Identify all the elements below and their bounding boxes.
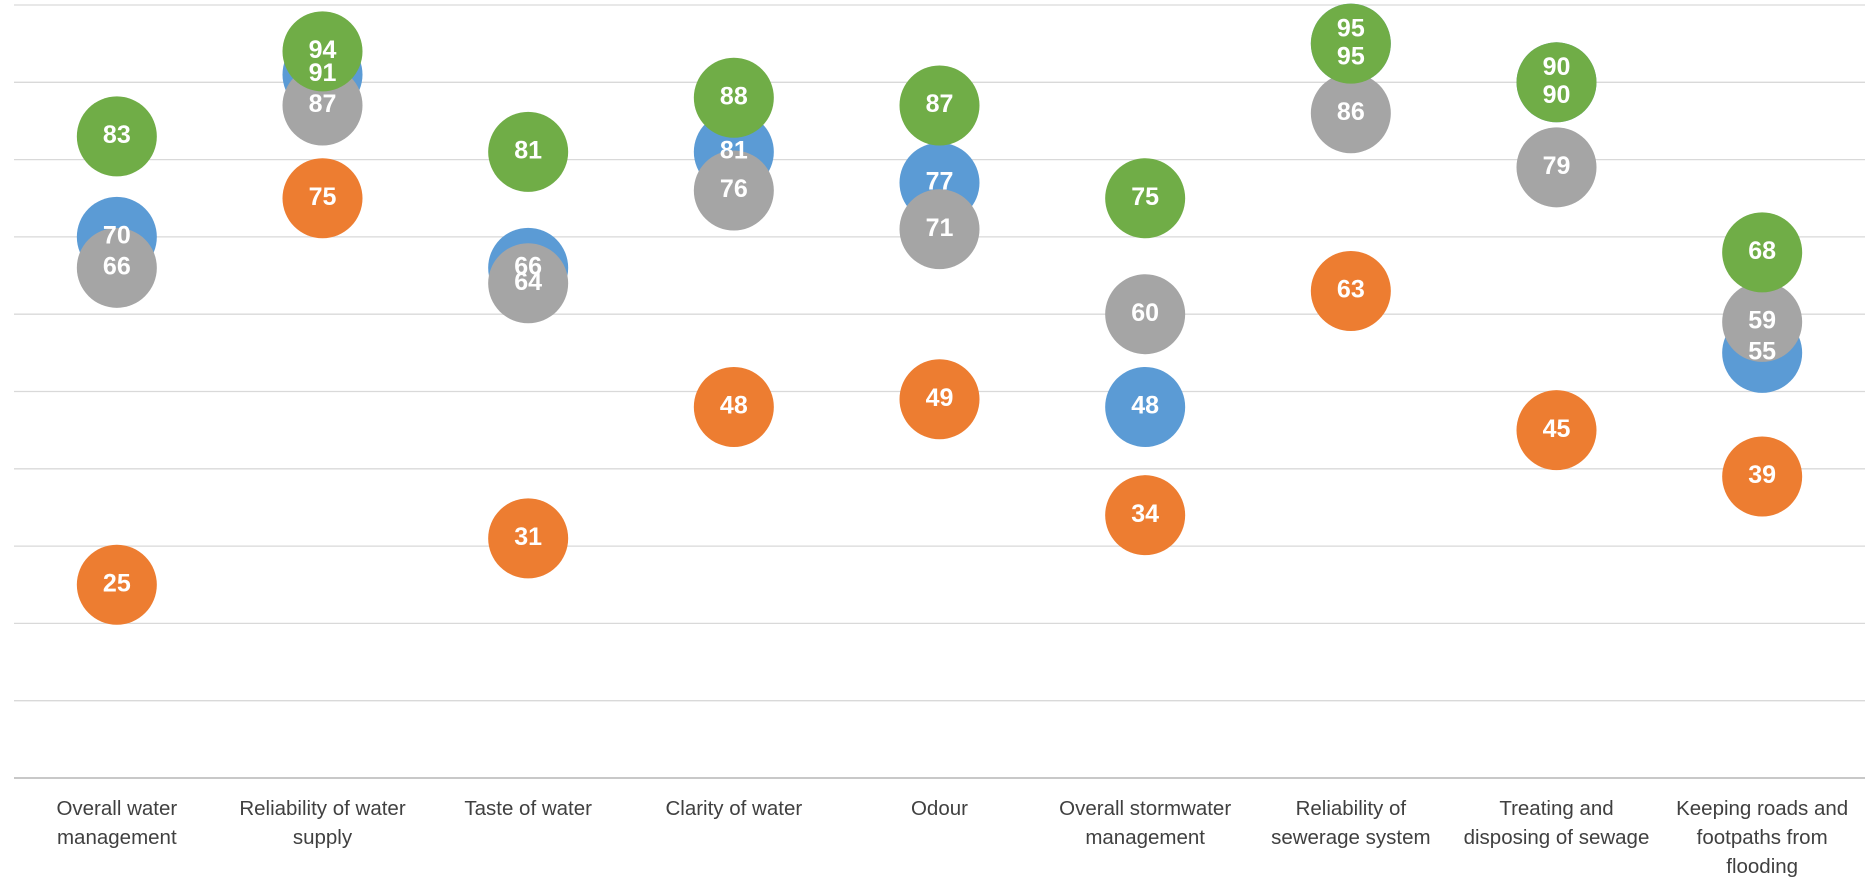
data-label: 75	[309, 183, 337, 211]
dot	[693, 57, 774, 138]
data-label: 95	[1337, 14, 1365, 42]
data-label: 79	[1543, 152, 1571, 180]
x-tick-label: Clarity of water	[665, 797, 803, 820]
data-label: 31	[514, 523, 542, 551]
dot	[1310, 73, 1391, 154]
x-tick-label: Reliability of sewerage system	[1271, 797, 1431, 849]
dot	[488, 498, 569, 579]
data-label: 49	[926, 384, 954, 412]
dot	[899, 189, 980, 270]
x-tick-label: Overall water management	[56, 797, 178, 849]
data-label: 66	[514, 252, 542, 280]
data-label: 55	[1748, 337, 1776, 365]
data-label: 90	[1543, 81, 1571, 109]
data-label: 48	[1131, 392, 1159, 420]
data-label: 48	[720, 392, 748, 420]
data-label: 59	[1748, 307, 1776, 335]
dot	[488, 243, 569, 324]
dot	[1722, 212, 1803, 293]
data-label: 60	[1131, 299, 1159, 327]
dot	[1722, 281, 1803, 362]
data-label: 91	[309, 59, 337, 87]
dot	[899, 359, 980, 440]
dot	[76, 544, 157, 625]
x-tick-label: Reliability of water supply	[239, 797, 406, 849]
dot	[1310, 251, 1391, 332]
dot	[1105, 475, 1186, 556]
data-label: 66	[103, 252, 131, 280]
dot	[1516, 42, 1597, 123]
data-label: 90	[1543, 53, 1571, 81]
dot	[1105, 158, 1186, 239]
x-tick-label: Treating and disposing of sewage	[1463, 797, 1650, 849]
data-label: 86	[1337, 98, 1365, 126]
data-label: 77	[926, 167, 954, 195]
dot	[76, 96, 157, 177]
x-tick-label: Keeping roads and footpaths from floodin…	[1676, 797, 1849, 878]
dot	[76, 227, 157, 308]
data-label: 81	[514, 136, 542, 164]
dot	[1516, 390, 1597, 471]
dot	[1105, 274, 1186, 355]
data-label: 25	[103, 569, 131, 597]
data-label: 71	[926, 214, 954, 242]
data-label: 68	[1748, 237, 1776, 265]
x-tick-label: Overall stormwater management	[1059, 797, 1232, 849]
data-label: 64	[514, 268, 542, 296]
data-label: 39	[1748, 461, 1776, 489]
data-label: 70	[103, 222, 131, 250]
dot	[899, 65, 980, 146]
data-label: 63	[1337, 276, 1365, 304]
data-label: 34	[1131, 500, 1159, 528]
x-tick-label: Odour	[910, 797, 968, 820]
data-label: 94	[309, 36, 337, 64]
data-label: 87	[309, 90, 337, 118]
dot	[488, 111, 569, 192]
dot	[282, 158, 363, 239]
dot	[1310, 3, 1391, 84]
data-label: 87	[926, 90, 954, 118]
dot	[282, 11, 363, 92]
x-tick-label: Taste of water	[464, 797, 592, 820]
data-label: 45	[1543, 415, 1571, 443]
data-label: 81	[720, 136, 748, 164]
data-label: 83	[103, 121, 131, 149]
dot	[693, 366, 774, 447]
data-label: 75	[1131, 183, 1159, 211]
dot	[1105, 366, 1186, 447]
dot	[1516, 127, 1597, 208]
data-label: 76	[720, 175, 748, 203]
dot	[1722, 436, 1803, 517]
data-label: 88	[720, 82, 748, 110]
data-label: 95	[1337, 42, 1365, 70]
dot	[693, 150, 774, 231]
